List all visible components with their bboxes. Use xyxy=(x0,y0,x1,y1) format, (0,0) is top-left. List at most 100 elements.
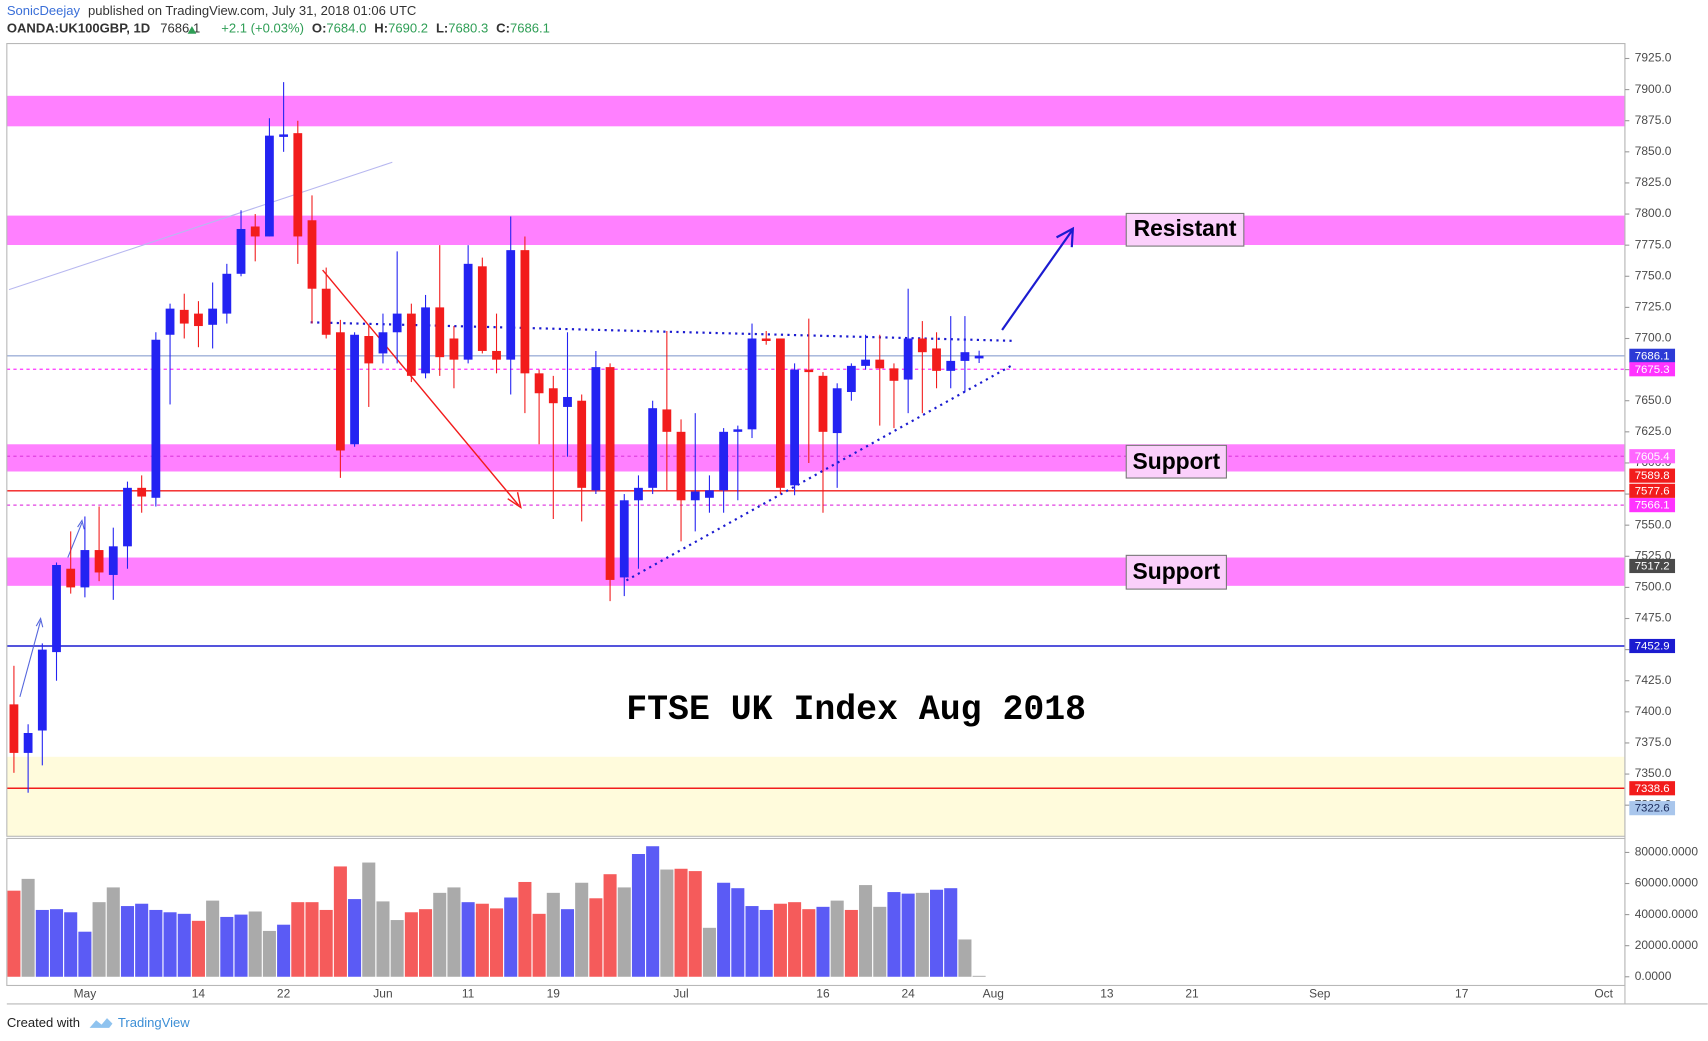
y-tick-label: 7875.0 xyxy=(1635,113,1672,127)
candle-body xyxy=(563,396,572,407)
level-label-box xyxy=(1629,483,1676,498)
header-line: SonicDeejay published on TradingView.com… xyxy=(7,3,417,18)
volume-bar xyxy=(788,902,802,977)
ohlc-key: C: xyxy=(496,21,510,36)
volume-bar xyxy=(603,874,617,977)
level-label-box xyxy=(1629,468,1676,483)
candle-body xyxy=(974,355,984,359)
level-label: 7686.1 xyxy=(1635,350,1670,362)
footer-brand[interactable]: TradingView xyxy=(118,1015,190,1030)
ohlc-key: H: xyxy=(374,21,388,36)
candle-body xyxy=(747,338,757,430)
level-label-box xyxy=(1629,498,1676,513)
level-label: 7589.8 xyxy=(1635,470,1670,482)
level-label-box xyxy=(1629,781,1676,796)
candle-body xyxy=(108,546,118,575)
volume-bar xyxy=(759,909,773,977)
ohlc-value: 7680.3 xyxy=(448,21,488,36)
volume-bar xyxy=(348,899,362,977)
volume-bar xyxy=(731,888,745,977)
candle-body xyxy=(179,309,189,324)
volume-bar xyxy=(972,975,986,977)
volume-bar xyxy=(7,890,21,977)
candle-body xyxy=(705,490,714,498)
trend-line xyxy=(8,161,393,291)
volumes xyxy=(7,846,986,977)
candle-body xyxy=(37,649,47,731)
volume-bar xyxy=(262,930,276,977)
y-tick-label: 7500.0 xyxy=(1635,580,1672,594)
candle-body xyxy=(932,348,941,371)
candle-body xyxy=(846,365,856,393)
volume-bar xyxy=(617,887,631,977)
arrow-line xyxy=(1001,230,1073,331)
candle-body xyxy=(477,266,487,351)
volume-bar xyxy=(930,889,944,977)
candle-body xyxy=(293,133,303,237)
volume-bar xyxy=(688,871,702,977)
volume-bar xyxy=(504,897,518,977)
candle-body xyxy=(634,487,643,501)
candle-body xyxy=(818,375,828,432)
author[interactable]: SonicDeejay xyxy=(7,3,81,18)
annotation: Support xyxy=(1133,448,1221,474)
volume-tick-label: 80000.0000 xyxy=(1635,845,1699,859)
volume-bar xyxy=(106,887,120,977)
x-tick-label: Aug xyxy=(983,986,1004,1000)
candle-body xyxy=(577,400,587,488)
arrow-head xyxy=(35,617,44,628)
level-label-box xyxy=(1629,362,1676,377)
level-label-box xyxy=(1629,449,1676,464)
candle-body xyxy=(875,359,885,369)
candle-body xyxy=(378,332,388,354)
candle-body xyxy=(208,308,218,325)
x-tick-label: 19 xyxy=(547,986,561,1000)
candle-body xyxy=(889,368,899,381)
x-tick-label: 21 xyxy=(1185,986,1199,1000)
ohlc-value: 7690.2 xyxy=(388,21,428,36)
volume-bar xyxy=(248,911,262,977)
candle-body xyxy=(94,550,104,573)
level-label: 7517.2 xyxy=(1635,561,1670,573)
candle-body xyxy=(946,360,956,371)
candle-body xyxy=(605,367,615,580)
candle-body xyxy=(52,564,61,653)
level-label: 7566.1 xyxy=(1635,500,1670,512)
volume-bar xyxy=(234,914,248,977)
candle-body xyxy=(250,226,260,237)
x-tick-label: 13 xyxy=(1100,986,1114,1000)
x-tick-label: 11 xyxy=(462,986,475,1000)
candle-body xyxy=(307,220,317,289)
candle-body xyxy=(236,228,246,274)
y-tick-label: 7925.0 xyxy=(1635,51,1672,65)
zones xyxy=(6,95,1625,837)
candle-body xyxy=(648,408,658,488)
published: published on TradingView.com, July 31, 2… xyxy=(88,3,416,18)
y-tick-label: 7900.0 xyxy=(1635,82,1672,96)
volume-bar xyxy=(206,900,220,977)
candle-body xyxy=(66,568,76,588)
volume-bar xyxy=(447,887,461,977)
y-tick-label: 7700.0 xyxy=(1635,331,1672,345)
x-tick-label: Oct xyxy=(1594,986,1613,1000)
y-tick-label: 7625.0 xyxy=(1635,424,1672,438)
candles xyxy=(9,82,984,793)
volume-bar xyxy=(120,906,135,977)
axes: 7325.07350.07375.07400.07425.07450.07475… xyxy=(74,51,1699,1001)
candle-body xyxy=(520,250,530,374)
volume-bar xyxy=(362,862,376,977)
tradingview-logo xyxy=(89,1018,113,1028)
x-tick-label: 24 xyxy=(901,986,915,1000)
zone xyxy=(6,95,1625,127)
volume-bar xyxy=(305,902,319,977)
volume-bar xyxy=(419,909,433,977)
candle-body xyxy=(548,388,558,404)
volume-bar xyxy=(802,909,816,977)
volume-bar xyxy=(191,920,205,977)
volume-bar xyxy=(773,903,787,977)
candle-body xyxy=(123,487,132,547)
volume-bar xyxy=(92,902,106,977)
up-arrow-icon xyxy=(187,26,197,34)
